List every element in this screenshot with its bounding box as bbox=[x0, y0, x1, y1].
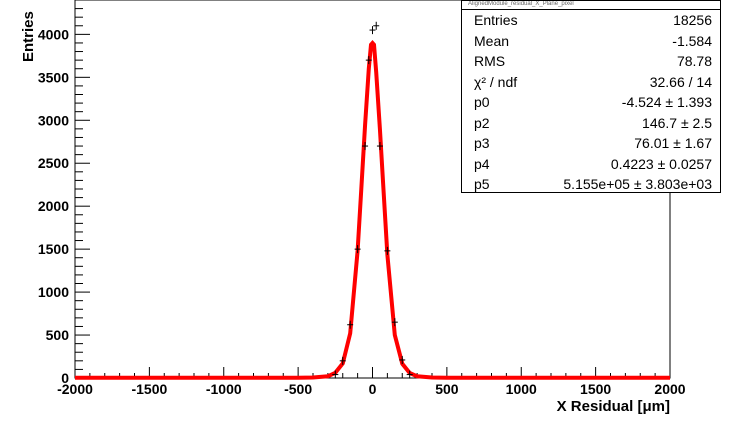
stats-value: 146.7 ± 2.5 bbox=[642, 114, 712, 131]
y-tick-label: 500 bbox=[46, 327, 70, 343]
y-tick-labels: 0 500 1000 1500 2000 2500 3000 3500 4000 bbox=[38, 26, 69, 386]
x-tick-label: -500 bbox=[284, 381, 312, 397]
data-point bbox=[347, 320, 354, 329]
stats-label: Entries bbox=[474, 12, 518, 28]
stats-label: RMS bbox=[474, 53, 506, 69]
data-point bbox=[365, 56, 372, 65]
x-tick-label: 0 bbox=[369, 381, 377, 397]
y-tick-label: 2500 bbox=[38, 155, 69, 171]
stats-row: Entries 18256 bbox=[462, 10, 720, 31]
data-point bbox=[384, 246, 391, 255]
data-point bbox=[376, 142, 383, 151]
stats-value: 18256 bbox=[673, 12, 712, 28]
stats-label: Mean bbox=[474, 32, 510, 49]
x-tick-labels: -2000 -1500 -1000 -500 0 500 1000 1500 2000 bbox=[57, 381, 686, 397]
data-point bbox=[373, 21, 380, 30]
y-tick-label: 1000 bbox=[38, 284, 69, 300]
y-tick-label: 1500 bbox=[38, 241, 69, 257]
x-tick-label: 500 bbox=[435, 381, 459, 397]
y-tick-label: 3000 bbox=[38, 112, 69, 128]
stats-row: p3 76.01 ± 1.67 bbox=[462, 133, 720, 154]
stats-title: AlignedModule_residual_X_Plane_pixel bbox=[462, 1, 720, 10]
data-points bbox=[332, 21, 413, 379]
data-point bbox=[362, 142, 369, 151]
stats-label: p3 bbox=[474, 135, 490, 151]
x-tick-label: 2000 bbox=[654, 381, 685, 397]
stats-label: p4 bbox=[474, 155, 490, 172]
stats-box: AlignedModule_residual_X_Plane_pixel Ent… bbox=[461, 0, 721, 193]
data-point bbox=[354, 245, 361, 254]
stats-label: p5 bbox=[474, 176, 490, 192]
data-point bbox=[339, 356, 346, 365]
y-tick-label: 4000 bbox=[38, 26, 69, 42]
stats-value: 78.78 bbox=[676, 53, 712, 69]
y-tick-label: 2000 bbox=[38, 198, 69, 214]
stats-value: 76.01 ± 1.67 bbox=[634, 135, 712, 151]
stats-row: Mean -1.584 bbox=[462, 31, 720, 52]
data-point bbox=[332, 370, 339, 379]
y-tick-label: 3500 bbox=[38, 69, 69, 85]
data-point bbox=[369, 26, 376, 35]
stats-row: p5 5.155e+05 ± 3.803e+03 bbox=[462, 174, 720, 195]
stats-label: χ² / ndf bbox=[474, 73, 518, 90]
data-point bbox=[399, 355, 406, 364]
stats-label: p0 bbox=[474, 94, 490, 110]
stats-value: 32.66 / 14 bbox=[649, 73, 712, 90]
x-tick-label: 1500 bbox=[580, 381, 611, 397]
stats-row: p2 146.7 ± 2.5 bbox=[462, 113, 720, 134]
stats-label: p2 bbox=[474, 114, 490, 131]
stats-row: p0 -4.524 ± 1.393 bbox=[462, 92, 720, 113]
data-point bbox=[406, 370, 413, 379]
y-tick-label: 0 bbox=[61, 370, 69, 386]
stats-rows: Entries 18256 Mean -1.584 RMS 78.78 χ² / ndf 32… bbox=[462, 10, 720, 195]
stats-row: χ² / ndf 32.66 / 14 bbox=[462, 72, 720, 93]
x-tick-label: 1000 bbox=[506, 381, 537, 397]
data-point bbox=[391, 318, 398, 327]
stats-value: -4.524 ± 1.393 bbox=[621, 94, 712, 110]
stats-row: RMS 78.78 bbox=[462, 51, 720, 72]
stats-value: 5.155e+05 ± 3.803e+03 bbox=[563, 176, 712, 192]
stats-value: 0.4223 ± 0.0257 bbox=[610, 155, 712, 172]
stats-row: p4 0.4223 ± 0.0257 bbox=[462, 154, 720, 175]
x-tick-label: -2000 bbox=[57, 381, 93, 397]
x-tick-label: -1500 bbox=[131, 381, 167, 397]
y-axis-title: Entries bbox=[20, 11, 37, 62]
x-tick-label: -1000 bbox=[206, 381, 242, 397]
x-axis-title: X Residual [μm] bbox=[557, 398, 670, 415]
stats-value: -1.584 bbox=[672, 32, 712, 49]
